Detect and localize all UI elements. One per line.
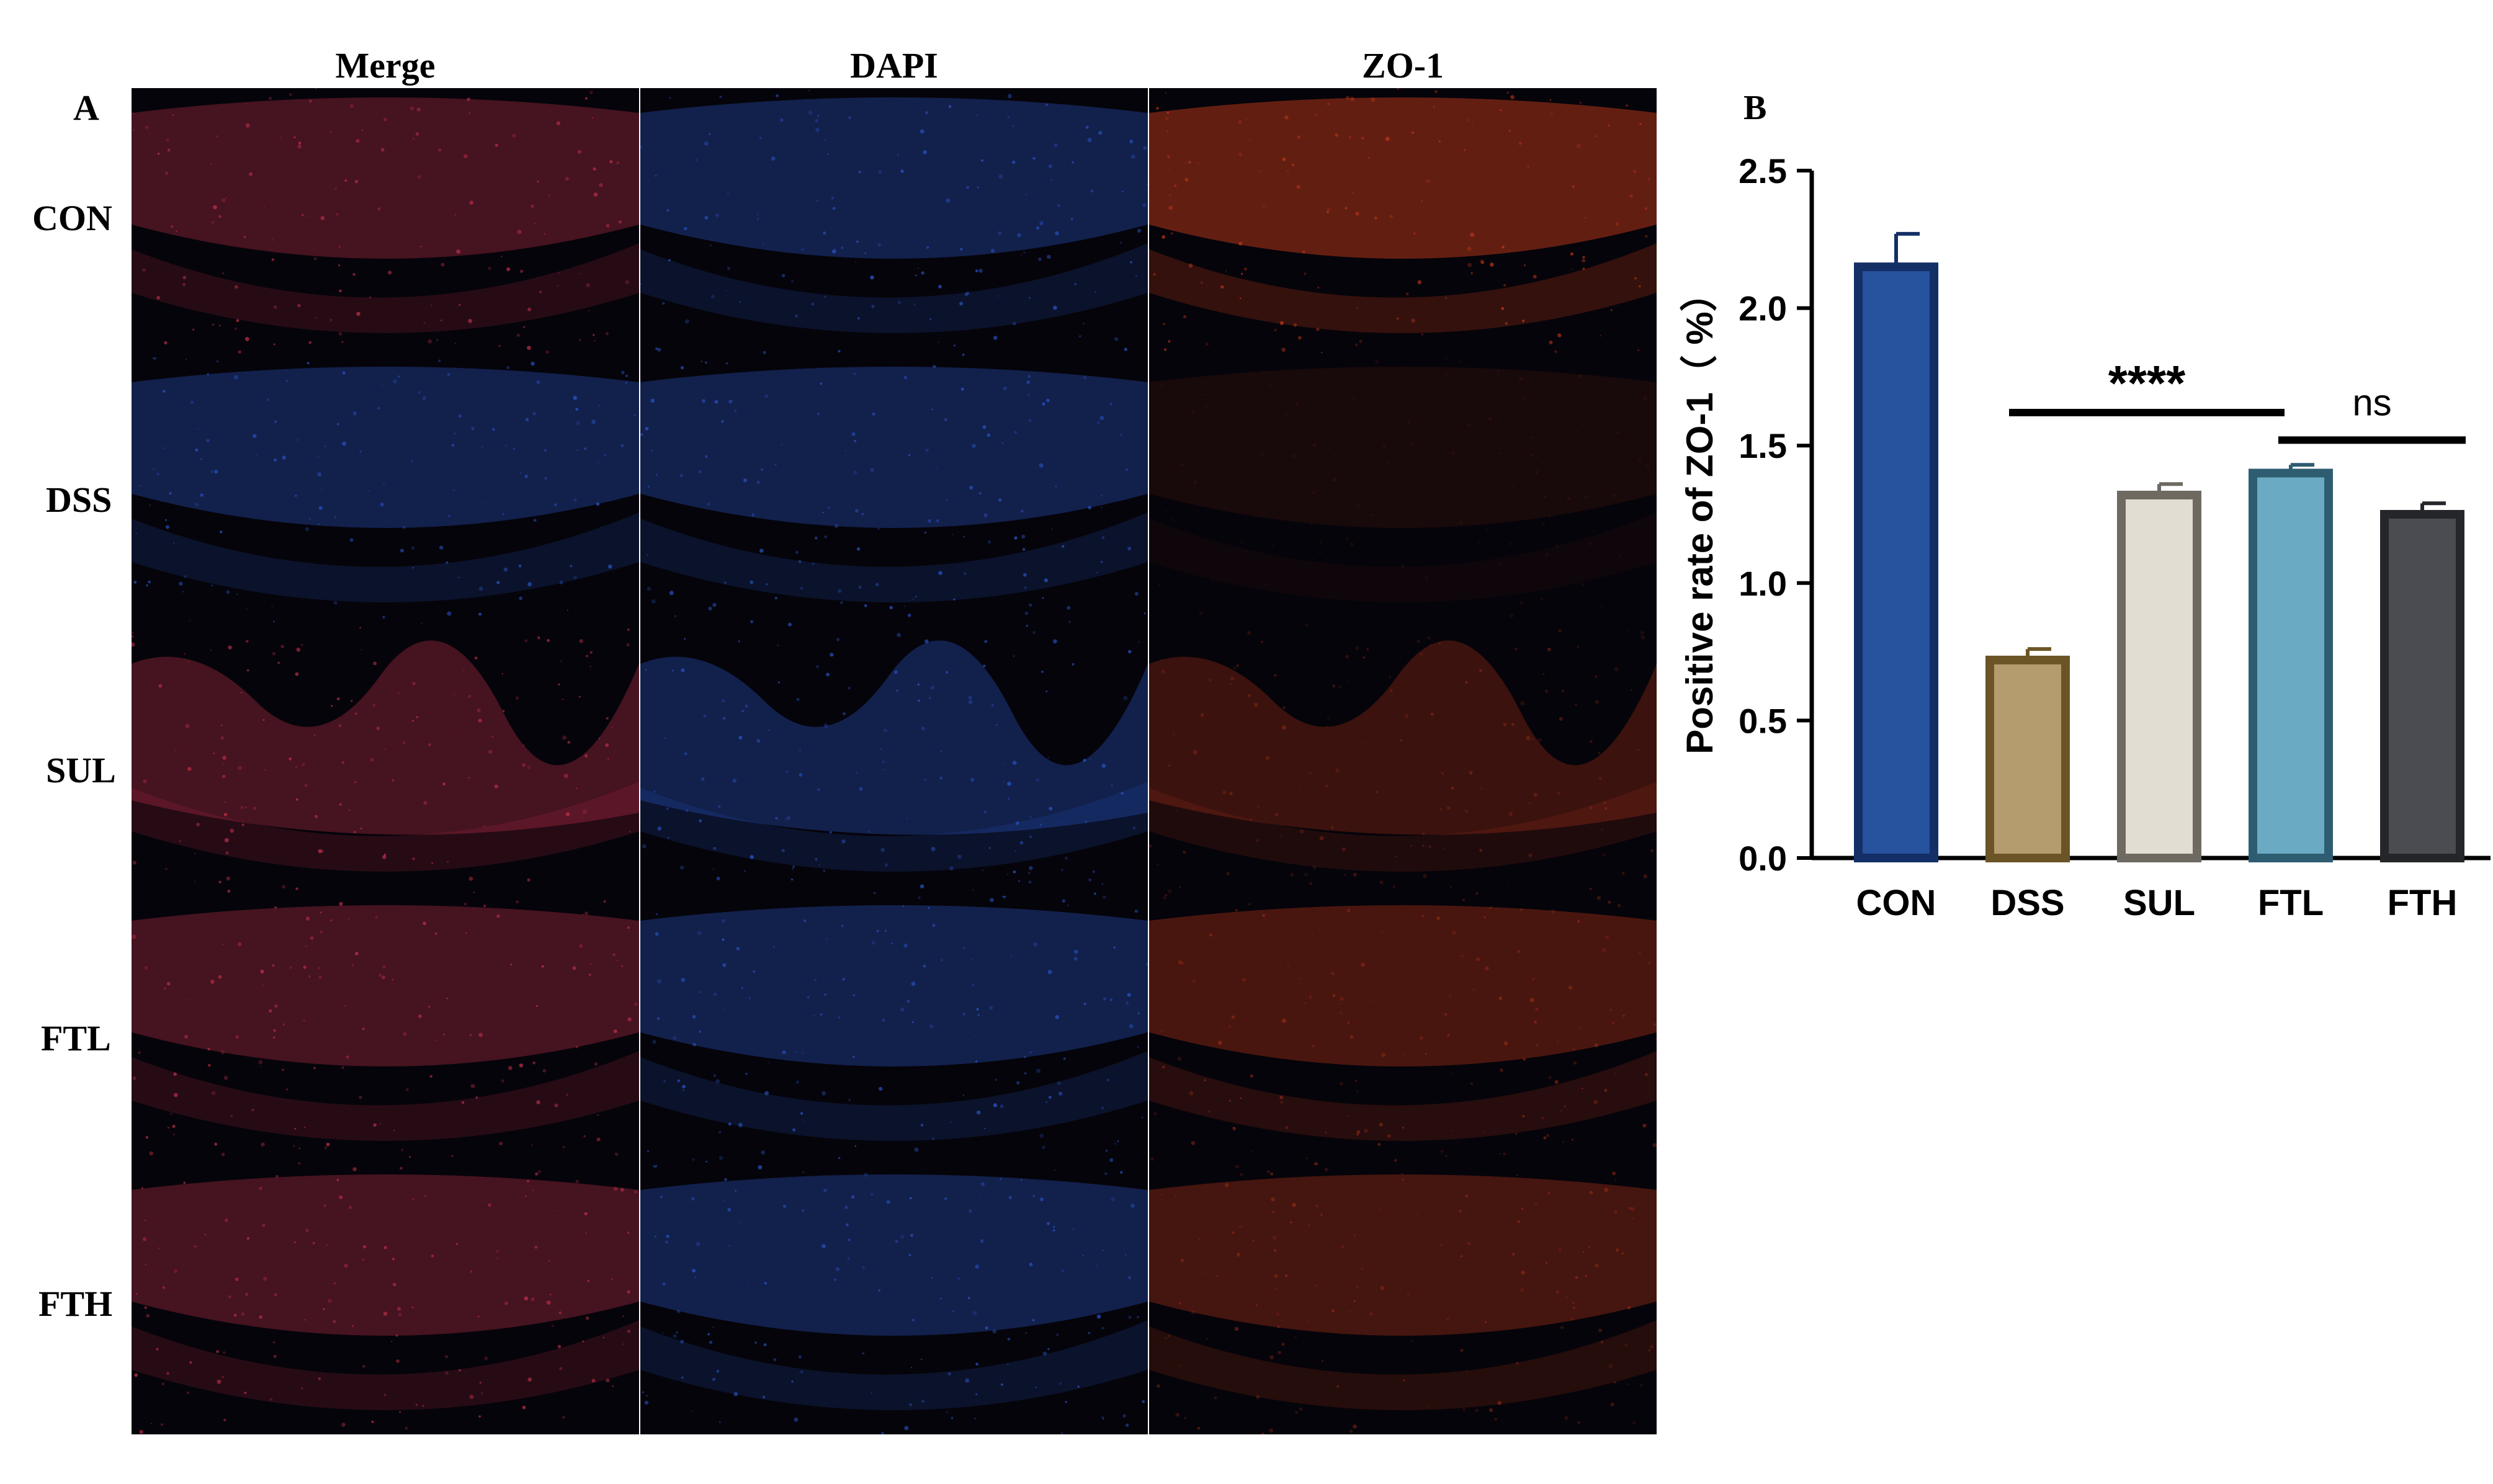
micrograph-fth-dapi (640, 1165, 1148, 1434)
x-tick-label-con: CON (1856, 883, 1936, 923)
column-header-dapi: DAPI (850, 45, 938, 86)
micrograph-con-merge (132, 88, 639, 357)
x-tick-label-fth: FTH (2388, 883, 2458, 923)
bar-fth (2380, 510, 2464, 862)
micrograph-dss-dapi (640, 357, 1148, 627)
x-tick-label-ftl: FTL (2258, 883, 2324, 923)
significance-label-1: **** (2108, 355, 2186, 411)
panel-b-letter: B (1743, 89, 1766, 127)
micrograph-fth-zo1 (1149, 1165, 1657, 1434)
micrograph-ftl-zo1 (1149, 896, 1657, 1165)
micrograph-sul-zo1 (1149, 627, 1657, 896)
x-tick-label-dss: DSS (1990, 883, 2064, 923)
panel-a-letter: A (73, 87, 99, 128)
y-tick-label: 1.5 (1739, 426, 1787, 465)
row-label-con: CON (32, 198, 112, 238)
bar-chart: B 0.0 0.5 1.0 1.5 2.0 2.5 Positive rate of ZO-… (1679, 89, 2491, 923)
y-tick-label: 1.0 (1739, 564, 1787, 603)
micrograph-dss-zo1 (1149, 357, 1657, 627)
micrograph-dss-merge (132, 357, 639, 627)
x-tick-label-sul: SUL (2123, 883, 2195, 923)
y-tick-label: 2.0 (1739, 289, 1787, 328)
bar-ftl (2249, 468, 2333, 862)
y-tick-label: 0.0 (1739, 839, 1787, 878)
panel-a-micrographs: A Merge DAPI ZO-1 CON DSS SUL FTL FTH (32, 45, 1657, 1434)
micrograph-sul-dapi (640, 627, 1148, 896)
row-label-sul: SUL (46, 750, 116, 790)
y-axis-label: Positive rate of ZO-1（ %） (1679, 274, 1721, 754)
column-header-zo1: ZO-1 (1361, 45, 1444, 86)
y-tick-label: 0.5 (1739, 701, 1787, 740)
row-label-fth: FTH (38, 1284, 113, 1324)
micrograph-sul-merge (132, 627, 639, 896)
micrograph-ftl-merge (132, 896, 639, 1165)
micrograph-ftl-dapi (640, 896, 1148, 1165)
panel-b-bar-chart: B 0.0 0.5 1.0 1.5 2.0 2.5 Positive rate of ZO-… (1663, 0, 2493, 993)
column-header-merge: Merge (335, 45, 436, 86)
micrograph-con-zo1 (1149, 88, 1657, 357)
bar-con (1854, 262, 1938, 862)
bar-dss (1985, 655, 2070, 862)
y-tick-label: 2.5 (1739, 151, 1787, 190)
row-label-ftl: FTL (41, 1018, 111, 1058)
bar-sul (2117, 490, 2201, 862)
micrograph-fth-merge (132, 1165, 639, 1434)
micrograph-con-dapi (640, 88, 1148, 357)
significance-label-2: ns (2352, 382, 2391, 423)
row-label-dss: DSS (46, 480, 112, 520)
